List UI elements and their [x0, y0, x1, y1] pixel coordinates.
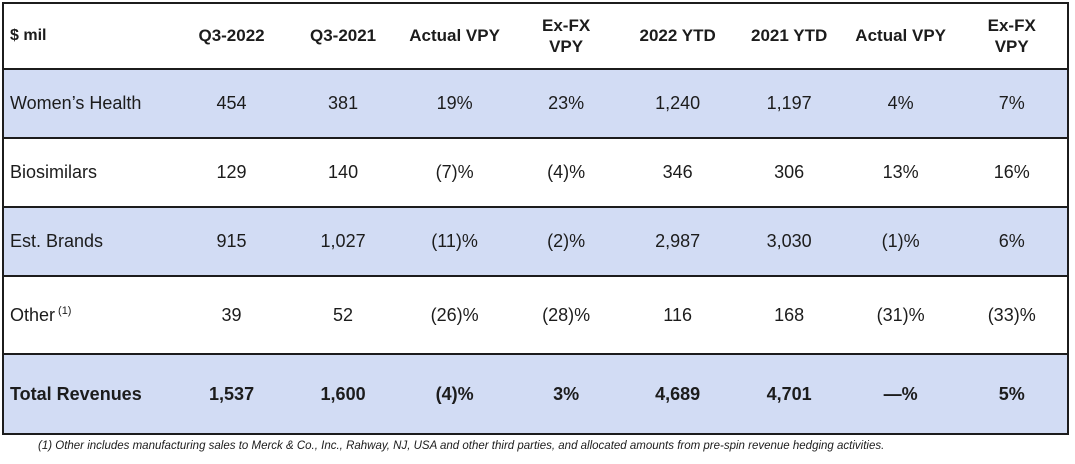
column-header-2022-ytd: 2022 YTD	[621, 3, 734, 70]
cell-value: 129	[175, 137, 288, 207]
cell-value: 1,027	[287, 206, 399, 276]
cell-value: 454	[175, 69, 288, 138]
cell-value: 1,537	[175, 353, 288, 434]
cell-value: (26)%	[398, 275, 511, 354]
cell-value: 915	[175, 206, 288, 276]
cell-value: 1,197	[733, 69, 845, 138]
revenue-table: $ mil Q3-2022 Q3-2021 Actual VPY Ex-FX V…	[2, 2, 1069, 435]
cell-value: 4,689	[621, 353, 734, 434]
cell-value: 4%	[844, 69, 957, 138]
cell-value: (33)%	[956, 275, 1068, 354]
cell-value: 16%	[956, 137, 1068, 207]
cell-value: 5%	[956, 353, 1068, 434]
cell-value: 1,600	[287, 353, 399, 434]
cell-value: 19%	[398, 69, 511, 138]
table-row-womens-health: Women’s Health 454 381 19% 23% 1,240 1,1…	[3, 69, 1068, 138]
column-header-2021-ytd: 2021 YTD	[733, 3, 845, 70]
cell-value: 116	[621, 275, 734, 354]
cell-value: 7%	[956, 69, 1068, 138]
table-row-other: Other (1) 39 52 (26)% (28)% 116 168 (31)%…	[3, 275, 1068, 354]
table-row-biosimilars: Biosimilars 129 140 (7)% (4)% 346 306 13…	[3, 137, 1068, 207]
cell-value: (11)%	[398, 206, 511, 276]
row-label: Est. Brands	[3, 206, 176, 276]
header-row: $ mil Q3-2022 Q3-2021 Actual VPY Ex-FX V…	[3, 3, 1068, 70]
column-header-exfx-vpy-ytd: Ex-FX VPY	[956, 3, 1068, 70]
column-header-exfx-vpy-q: Ex-FX VPY	[510, 3, 622, 70]
cell-value: (7)%	[398, 137, 511, 207]
cell-value: (4)%	[398, 353, 511, 434]
cell-value: 1,240	[621, 69, 734, 138]
table-row-est-brands: Est. Brands 915 1,027 (11)% (2)% 2,987 3…	[3, 206, 1068, 276]
row-label: Total Revenues	[3, 353, 176, 434]
cell-value: 168	[733, 275, 845, 354]
cell-value: 381	[287, 69, 399, 138]
cell-value: 23%	[510, 69, 622, 138]
cell-value: 6%	[956, 206, 1068, 276]
cell-value: 3%	[510, 353, 622, 434]
cell-value: —%	[844, 353, 957, 434]
column-header-q3-2022: Q3-2022	[175, 3, 288, 70]
cell-value: 52	[287, 275, 399, 354]
row-label: Women’s Health	[3, 69, 176, 138]
footnote: (1) Other includes manufacturing sales t…	[38, 440, 885, 452]
unit-label: $ mil	[3, 3, 176, 70]
cell-value: (2)%	[510, 206, 622, 276]
cell-value: 140	[287, 137, 399, 207]
cell-value: (28)%	[510, 275, 622, 354]
cell-value: 306	[733, 137, 845, 207]
cell-value: 39	[175, 275, 288, 354]
cell-value: 2,987	[621, 206, 734, 276]
cell-value: (31)%	[844, 275, 957, 354]
cell-value: 3,030	[733, 206, 845, 276]
column-header-actual-vpy-q: Actual VPY	[398, 3, 511, 70]
footnote-marker: (1)	[58, 304, 72, 317]
table-row-total-revenues: Total Revenues 1,537 1,600 (4)% 3% 4,689…	[3, 353, 1068, 434]
row-label: Biosimilars	[3, 137, 176, 207]
column-header-q3-2021: Q3-2021	[287, 3, 399, 70]
cell-value: 13%	[844, 137, 957, 207]
row-label: Other (1)	[3, 275, 176, 354]
cell-value: (4)%	[510, 137, 622, 207]
cell-value: (1)%	[844, 206, 957, 276]
cell-value: 346	[621, 137, 734, 207]
cell-value: 4,701	[733, 353, 845, 434]
column-header-actual-vpy-ytd: Actual VPY	[844, 3, 957, 70]
